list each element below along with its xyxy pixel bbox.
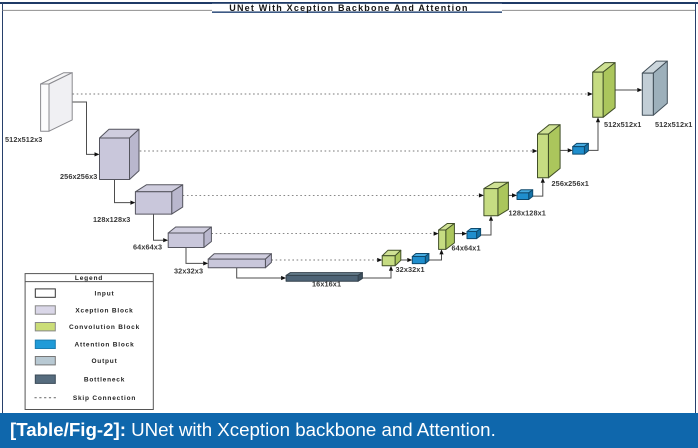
svg-text:Attention Block: Attention Block xyxy=(74,342,134,349)
svg-text:Bottleneck: Bottleneck xyxy=(84,377,125,384)
svg-text:256x256x1: 256x256x1 xyxy=(552,179,589,188)
svg-text:512x512x1: 512x512x1 xyxy=(655,120,692,129)
svg-text:128x128x3: 128x128x3 xyxy=(93,215,130,224)
svg-text:64x64x3: 64x64x3 xyxy=(133,243,162,252)
svg-text:256x256x3: 256x256x3 xyxy=(60,172,97,181)
svg-text:32x32x3: 32x32x3 xyxy=(174,267,203,276)
svg-text:512x512x3: 512x512x3 xyxy=(5,135,42,144)
svg-text:64x64x1: 64x64x1 xyxy=(452,244,481,253)
svg-text:Input: Input xyxy=(95,290,115,297)
svg-text:32x32x1: 32x32x1 xyxy=(396,265,425,274)
svg-text:128x128x1: 128x128x1 xyxy=(509,209,546,218)
svg-text:Xception Block: Xception Block xyxy=(75,307,133,314)
svg-text:Output: Output xyxy=(91,358,117,365)
svg-text:16x16x1: 16x16x1 xyxy=(312,280,341,289)
svg-text:Convolution Block: Convolution Block xyxy=(69,324,140,331)
svg-text:Legend: Legend xyxy=(75,275,103,282)
svg-text:512x512x1: 512x512x1 xyxy=(604,120,641,129)
svg-text:Skip Connection: Skip Connection xyxy=(73,395,136,402)
